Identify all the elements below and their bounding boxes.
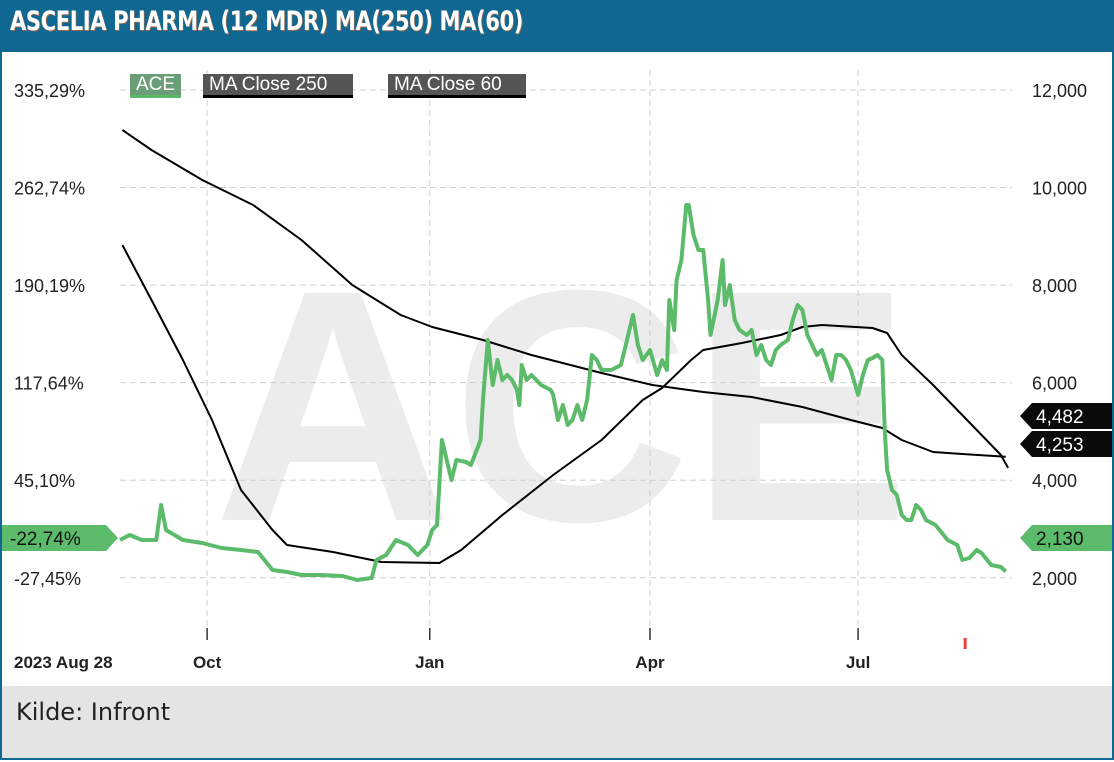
left-axis-label: -27,45% — [14, 569, 81, 589]
x-tick-label: Oct — [193, 653, 222, 672]
x-tick-label: Apr — [635, 653, 665, 672]
left-axis-label: 45,10% — [14, 471, 75, 491]
title-bar: ASCELIA PHARMA (12 MDR) MA(250) MA(60) — [2, 0, 1112, 52]
legend-ma-close-60[interactable]: MA Close 60 — [388, 74, 526, 98]
right-axis-label: 6,000 — [1032, 374, 1077, 394]
footer: Kilde: Infront — [2, 686, 1112, 758]
legend-ma-close-250[interactable]: MA Close 250 — [203, 74, 353, 98]
right-axis-label: 2,000 — [1032, 569, 1077, 589]
left-axis-label: 335,29% — [14, 81, 85, 101]
ace-last-pct: -22,74% — [10, 529, 81, 550]
ace-last-pct-bg — [2, 525, 118, 551]
left-axis-label: 117,64% — [14, 374, 84, 394]
ace-last-value-bg — [1020, 525, 1112, 551]
left-axis-label: 190,19% — [14, 276, 85, 296]
ma60-last-value: 4,253 — [1036, 435, 1084, 456]
ma250-line — [121, 129, 1006, 458]
right-axis-label: 8,000 — [1032, 276, 1077, 296]
source-label: Kilde: Infront — [16, 698, 171, 726]
right-axis-label: 10,000 — [1032, 179, 1087, 199]
x-start-label: 2023 Aug 28 — [14, 653, 113, 672]
ma250-last-value: 4,482 — [1036, 407, 1084, 428]
x-tick-label: Jan — [415, 653, 444, 672]
right-axis-label: 4,000 — [1032, 471, 1077, 491]
ma60-line — [121, 244, 1009, 564]
chart-title: ASCELIA PHARMA (12 MDR) MA(250) MA(60) — [10, 6, 524, 37]
right-axis-label: 12,000 — [1032, 81, 1087, 101]
price-chart: ACE Oct Jan Apr Jul 2023 Aug 28 12,000 10,000 8,… — [2, 70, 1112, 672]
legend-ace[interactable]: ACE — [130, 74, 182, 98]
ace-line — [119, 203, 1008, 582]
ma60-last-value-bg — [1020, 431, 1112, 457]
ma250-last-value-bg — [1020, 403, 1112, 429]
ace-last-value: 2,130 — [1036, 529, 1084, 550]
left-axis-label: 262,74% — [14, 179, 85, 199]
x-tick-label: Jul — [846, 653, 871, 672]
